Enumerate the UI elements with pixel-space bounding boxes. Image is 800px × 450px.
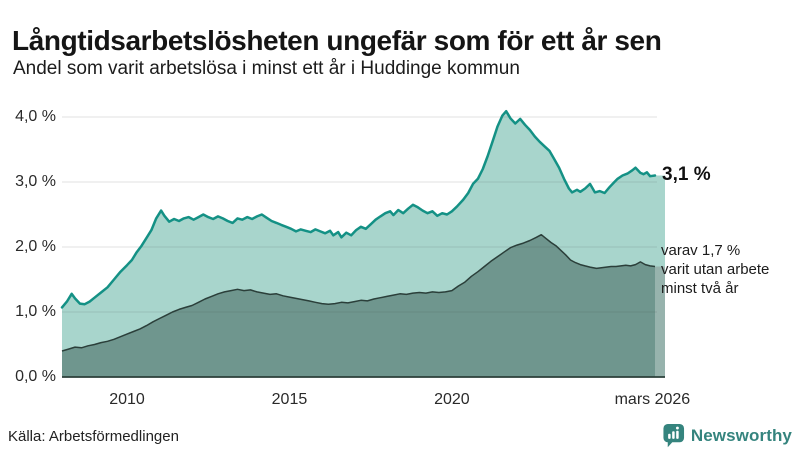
source-text: Källa: Arbetsförmedlingen <box>8 428 179 445</box>
y-axis-label: 0,0 % <box>15 368 56 385</box>
two-year-series-area <box>62 234 665 377</box>
two-year-series-line <box>61 233 656 352</box>
newsworthy-logo-text: Newsworthy <box>690 426 792 445</box>
total-series-line <box>60 109 657 309</box>
x-axis-label: 2010 <box>109 391 145 408</box>
y-axis-label: 3,0 % <box>15 173 56 190</box>
y-axis-label: 2,0 % <box>15 238 56 255</box>
x-axis-label: 2020 <box>434 391 470 408</box>
page-title: Långtidsarbetslösheten ungefär som för e… <box>12 24 662 56</box>
preliminary-strip <box>655 266 665 377</box>
y-axis-label: 1,0 % <box>15 303 56 320</box>
x-axis-label: 2015 <box>271 391 308 408</box>
page-subtitle: Andel som varit arbetslösa i minst ett å… <box>13 58 520 79</box>
end-label-two-year: varav 1,7 % varit utan arbete minst två … <box>661 242 770 297</box>
y-axis-label: 4,0 % <box>15 108 56 125</box>
x-axis-label: mars 2026 <box>614 391 691 408</box>
newsworthy-logo-icon <box>663 424 684 448</box>
newsworthy-logo: Newsworthy <box>662 423 792 449</box>
end-label-total: 3,1 % <box>662 163 711 185</box>
